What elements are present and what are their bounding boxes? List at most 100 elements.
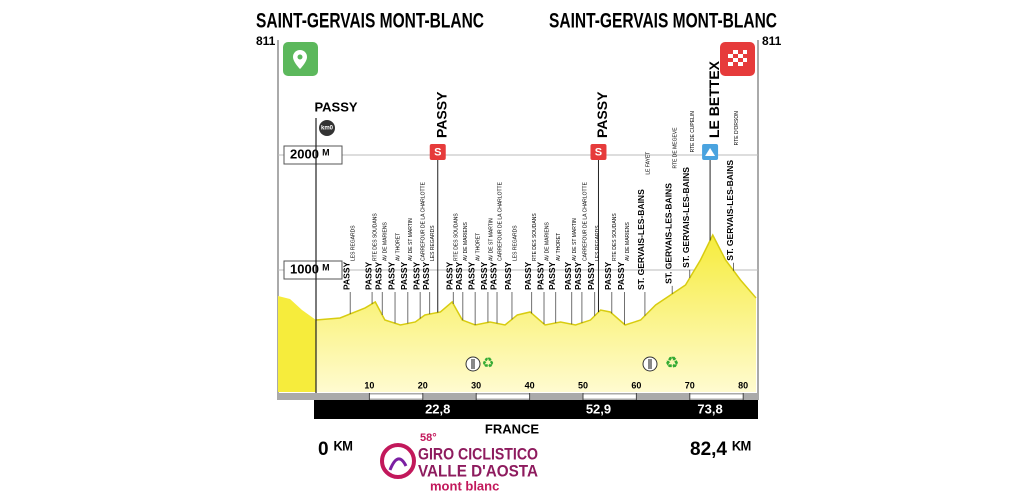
start-icon: [283, 42, 318, 76]
waypoint-name: PASSY: [603, 261, 613, 290]
waypoint-name: PASSY: [421, 261, 431, 290]
distance-segment: [582, 394, 637, 399]
waypoint-sub: AV DE ST MARTIN: [408, 218, 414, 261]
waypoint-name: PASSY: [547, 261, 557, 290]
finish-icon: [720, 42, 755, 76]
sprint-icon-text: S: [434, 146, 441, 158]
y-tick-label: 2000 ᴹ: [290, 146, 330, 161]
x-tick-label: 10: [364, 380, 374, 390]
x-tick-label: 40: [525, 380, 535, 390]
x-tick-label: 70: [685, 380, 695, 390]
waypoint-name: PASSY: [503, 261, 513, 290]
start-title: SAINT-GERVAIS MONT-BLANC: [256, 10, 484, 33]
logo-line2: VALLE D'AOSTA: [418, 461, 538, 480]
feed-zone-icon: ♻: [642, 355, 679, 372]
waypoint-sub: AV THORET: [556, 233, 562, 261]
logo: 58° GIRO CICLISTICO VALLE D'AOSTA mont b…: [380, 432, 538, 493]
waypoint-name: ST. GERVAIS-LES-BAINS: [681, 167, 691, 268]
waypoint-name: PASSY: [466, 261, 476, 290]
distance-segment: [369, 394, 423, 399]
finish-elevation: 811: [762, 34, 782, 48]
waypoint-sub: LES REGARDS: [512, 225, 518, 261]
waypoint-sub: RTE D'ORSON: [734, 111, 740, 146]
waypoint-sub: RTE DE CUPELIN: [690, 111, 696, 153]
y-tick-label: 1000 ᴹ: [290, 261, 330, 276]
waypoint-sub: AV DE MARIENS: [463, 222, 469, 261]
logo-line3: mont blanc: [430, 478, 499, 493]
waypoint-name: PASSY: [479, 261, 489, 290]
waypoint-sub: AV THORET: [475, 233, 481, 261]
x-tick-label: 20: [418, 380, 428, 390]
waypoint-name: PASSY: [535, 261, 545, 290]
waypoint-name: PASSY: [454, 261, 464, 290]
waypoint-sub: LE FAYET: [645, 152, 651, 175]
waypoint-name: PASSY: [488, 261, 498, 290]
waypoint-sub: CARREFOUR DE LA CHARLOTTE: [497, 181, 503, 261]
waypoint-name: PASSY: [373, 261, 383, 290]
waypoint-name: PASSY: [563, 261, 573, 290]
profile-area: [316, 235, 756, 392]
marker-km-label: 73,8: [697, 401, 722, 416]
country: FRANCE: [485, 421, 539, 436]
profile-line: [315, 233, 757, 326]
waypoint-name: PASSY: [399, 261, 409, 290]
distance-bar: [314, 400, 758, 419]
distance-label: 82,4 ᴷᴹ: [690, 439, 751, 460]
waypoint-name: PASSY: [573, 261, 583, 290]
marker-km-label: 52,9: [586, 401, 611, 416]
waypoint-name: PASSY: [586, 261, 596, 290]
waypoint-name: PASSY: [616, 261, 626, 290]
waypoint-sub: CARREFOUR DE LA CHARLOTTE: [420, 181, 426, 261]
distance-segment: [476, 394, 530, 399]
marker-name: PASSY: [594, 91, 610, 138]
waypoint-name: PASSY: [523, 261, 533, 290]
waypoint-name: PASSY: [341, 261, 351, 290]
waypoint-sub: RTE DES SOUDANS: [612, 213, 618, 261]
kom-peak: [705, 148, 716, 156]
waypoint-sub: RTE DE MEGEVE: [672, 127, 678, 169]
waypoint-name: ST. GERVAIS-LES-BAINS: [636, 189, 646, 290]
svg-text:♻: ♻: [665, 355, 679, 372]
waypoint-name: PASSY: [363, 261, 373, 290]
waypoint-sub: LES REGARDS: [351, 225, 357, 261]
waypoint-name: PASSY: [386, 261, 396, 290]
start-elevation: 811: [256, 34, 276, 48]
waypoint-sub: RTE DES SOUDANS: [532, 213, 538, 261]
waypoint-name: ST. GERVAIS-LES-BAINS: [663, 183, 673, 284]
marker-km-label: 22,8: [425, 401, 450, 416]
x-tick-label: 60: [631, 380, 641, 390]
logo-edition: 58°: [420, 432, 437, 444]
x-tick-label: 50: [578, 380, 588, 390]
x-tick-label: 30: [471, 380, 481, 390]
waypoint-sub: AV DE MARIENS: [383, 222, 389, 261]
waypoint-name: PASSY: [411, 261, 421, 290]
waypoint-sub: RTE DES SOUDANS: [372, 213, 378, 261]
waypoint-sub: LES REGARDS: [430, 225, 436, 261]
marker-icon: [590, 144, 607, 160]
y-tick-box: [283, 260, 343, 280]
distance-segment: [689, 394, 744, 399]
waypoint-sub: AV DE MARIENS: [625, 222, 631, 261]
marker-name: PASSY: [433, 91, 449, 138]
marker-icon: [429, 144, 446, 160]
waypoint-sub: AV DE MARIENS: [544, 222, 550, 261]
y-tick-box: [283, 145, 343, 165]
start-badge: [319, 120, 335, 136]
profile-lead-in: [278, 296, 316, 392]
feed-zone-icon: ♻: [465, 355, 495, 372]
svg-text:♻: ♻: [482, 355, 495, 371]
start-badge-text: km0: [321, 126, 334, 132]
waypoint-sub: AV DE ST MARTIN: [572, 218, 578, 261]
waypoint-sub: AV DE ST MARTIN: [488, 218, 494, 261]
marker-name: LE BETTEX: [706, 60, 722, 138]
waypoint-name: PASSY: [444, 261, 454, 290]
waypoint-sub: RTE DES SOUDANS: [454, 213, 460, 261]
waypoint-sub: CARREFOUR DE LA CHARLOTTE: [582, 181, 588, 261]
distance-label: 0 ᴷᴹ: [318, 439, 353, 460]
x-tick-label: 80: [738, 380, 748, 390]
waypoint-name: ST. GERVAIS-LES-BAINS: [725, 160, 735, 261]
waypoint-sub: AV THORET: [395, 233, 401, 261]
start-point-name: PASSY: [314, 99, 357, 114]
